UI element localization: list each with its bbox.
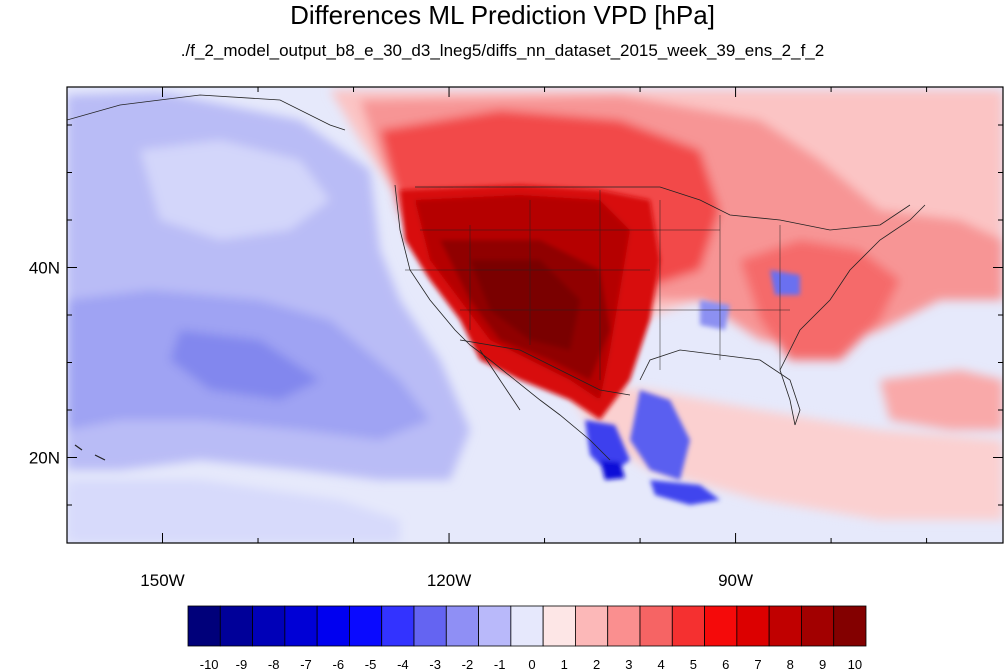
atlantic-coastline xyxy=(779,204,926,426)
colorbar-swatch xyxy=(316,605,350,647)
canada-us-border xyxy=(415,186,911,231)
colorbar-swatch xyxy=(413,605,447,647)
colorbar-swatch xyxy=(284,605,318,647)
colorbar-label: 3 xyxy=(625,657,632,672)
axis-ticks: 150W 120W 90W 40N 20N xyxy=(29,87,1003,590)
negative-anomaly-regions xyxy=(67,92,470,543)
lat-tick-label: 20N xyxy=(29,449,60,468)
colorbar-label: 4 xyxy=(658,657,665,672)
colorbar-swatch xyxy=(510,605,544,647)
pacific-coastline xyxy=(394,184,611,461)
colorbar-label: 9 xyxy=(819,657,826,672)
colorbar-swatch xyxy=(833,605,867,647)
lat-tick-label: 40N xyxy=(29,259,60,278)
colorbar-swatch xyxy=(671,605,705,647)
colorbar-label: 1 xyxy=(561,657,568,672)
colorbar-swatch xyxy=(187,605,221,647)
colorbar-label: -1 xyxy=(494,657,506,672)
colorbar-label: -2 xyxy=(462,657,474,672)
vpd-difference-field xyxy=(67,87,1003,543)
colorbar-label: -9 xyxy=(236,657,248,672)
colorbar-swatch xyxy=(252,605,286,647)
map-title: Differences ML Prediction VPD [hPa] xyxy=(290,0,715,30)
gulf-coastline xyxy=(639,349,801,426)
colorbar-label: -6 xyxy=(333,657,345,672)
colorbar-swatch xyxy=(478,605,512,647)
lon-tick-label: 150W xyxy=(140,571,184,590)
colorbar-label: -3 xyxy=(429,657,441,672)
colorbar-swatch xyxy=(542,605,576,647)
state-borders-horizontal xyxy=(405,229,790,311)
colorbar-swatch xyxy=(575,605,609,647)
colorbar-label: -10 xyxy=(200,657,219,672)
colorbar-swatch xyxy=(704,605,738,647)
map-subtitle: ./f_2_model_output_b8_e_30_d3_lneg5/diff… xyxy=(180,41,825,60)
colorbar-label: 6 xyxy=(722,657,729,672)
colorbar-swatch xyxy=(381,605,415,647)
colorbar-label: 0 xyxy=(528,657,535,672)
colorbar-label: -4 xyxy=(397,657,409,672)
lon-tick-label: 90W xyxy=(718,571,753,590)
hawaii-islands xyxy=(74,444,106,461)
colorbar-label: 10 xyxy=(848,657,862,672)
colorbar-swatch xyxy=(607,605,641,647)
strong-negative-patches xyxy=(585,270,800,505)
colorbar-swatch xyxy=(768,605,802,647)
state-borders xyxy=(469,190,781,380)
colorbar-swatch xyxy=(445,605,479,647)
us-mexico-border xyxy=(459,339,631,396)
colorbar-label: -5 xyxy=(365,657,377,672)
coastlines-and-borders xyxy=(67,94,926,461)
lon-tick-label: 120W xyxy=(427,571,471,590)
colorbar-label: -7 xyxy=(300,657,312,672)
colorbar-swatch xyxy=(349,605,383,647)
alaska-coastline xyxy=(67,94,346,131)
colorbar-swatch xyxy=(736,605,770,647)
baja-coastline xyxy=(479,349,521,411)
colorbar-label: 8 xyxy=(787,657,794,672)
colorbar-label: 7 xyxy=(754,657,761,672)
colorbar-swatch xyxy=(639,605,673,647)
colorbar-label: 5 xyxy=(690,657,697,672)
colorbar-label: 2 xyxy=(593,657,600,672)
colorbar-swatch xyxy=(801,605,835,647)
colorbar-swatch xyxy=(219,605,253,647)
colorbar-label: -8 xyxy=(268,657,280,672)
colorbar: -10 -9 -8 -7 -6 -5 -4 -3 -2 -1 0 1 2 3 4 5 6 7 8 9 10 xyxy=(187,605,867,672)
